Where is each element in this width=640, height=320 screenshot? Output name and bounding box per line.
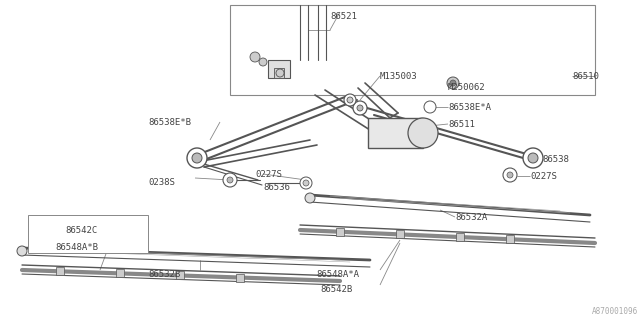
Bar [268, 60, 290, 78]
Circle shape [276, 69, 284, 77]
Circle shape [450, 80, 456, 86]
Circle shape [357, 105, 363, 111]
Text: 86548A*A: 86548A*A [316, 270, 359, 279]
Circle shape [447, 77, 459, 89]
Text: 86532B: 86532B [148, 270, 180, 279]
Circle shape [344, 94, 356, 106]
Text: M135003: M135003 [380, 72, 418, 81]
Circle shape [347, 97, 353, 103]
Text: 86536: 86536 [263, 183, 290, 192]
Text: 86538E*A: 86538E*A [448, 103, 491, 112]
Circle shape [17, 246, 27, 256]
Circle shape [353, 101, 367, 115]
Bar [236, 274, 244, 282]
Circle shape [223, 173, 237, 187]
Bar [230, 5, 595, 95]
Text: 86538: 86538 [542, 155, 569, 164]
Bar [456, 233, 464, 241]
Bar [116, 269, 124, 277]
Text: 0227S: 0227S [255, 170, 282, 179]
Circle shape [303, 180, 309, 186]
Bar [336, 228, 344, 236]
Circle shape [187, 148, 207, 168]
Bar [396, 230, 404, 238]
Bar [176, 271, 184, 279]
Circle shape [305, 193, 315, 203]
Text: 86511: 86511 [448, 120, 475, 129]
Circle shape [503, 168, 517, 182]
Bar [56, 267, 64, 275]
Bar [506, 235, 514, 243]
Text: 86532A: 86532A [455, 213, 487, 222]
Bar [368, 118, 423, 148]
Text: 86538E*B: 86538E*B [148, 118, 191, 127]
Text: 86542B: 86542B [320, 285, 352, 294]
Circle shape [192, 153, 202, 163]
Circle shape [300, 177, 312, 189]
Circle shape [523, 148, 543, 168]
Circle shape [408, 118, 438, 148]
Circle shape [424, 101, 436, 113]
Text: A870001096: A870001096 [592, 307, 638, 316]
Bar [28, 215, 148, 253]
Text: 86510: 86510 [572, 72, 599, 81]
Text: 86542C: 86542C [65, 226, 97, 235]
Circle shape [528, 153, 538, 163]
Text: 0238S: 0238S [148, 178, 175, 187]
Circle shape [250, 52, 260, 62]
Bar [274, 68, 284, 78]
Text: 0227S: 0227S [530, 172, 557, 181]
Circle shape [227, 177, 233, 183]
Text: 86521: 86521 [330, 12, 357, 21]
Circle shape [259, 58, 267, 66]
Text: 86548A*B: 86548A*B [55, 243, 98, 252]
Circle shape [507, 172, 513, 178]
Text: M250062: M250062 [448, 83, 486, 92]
